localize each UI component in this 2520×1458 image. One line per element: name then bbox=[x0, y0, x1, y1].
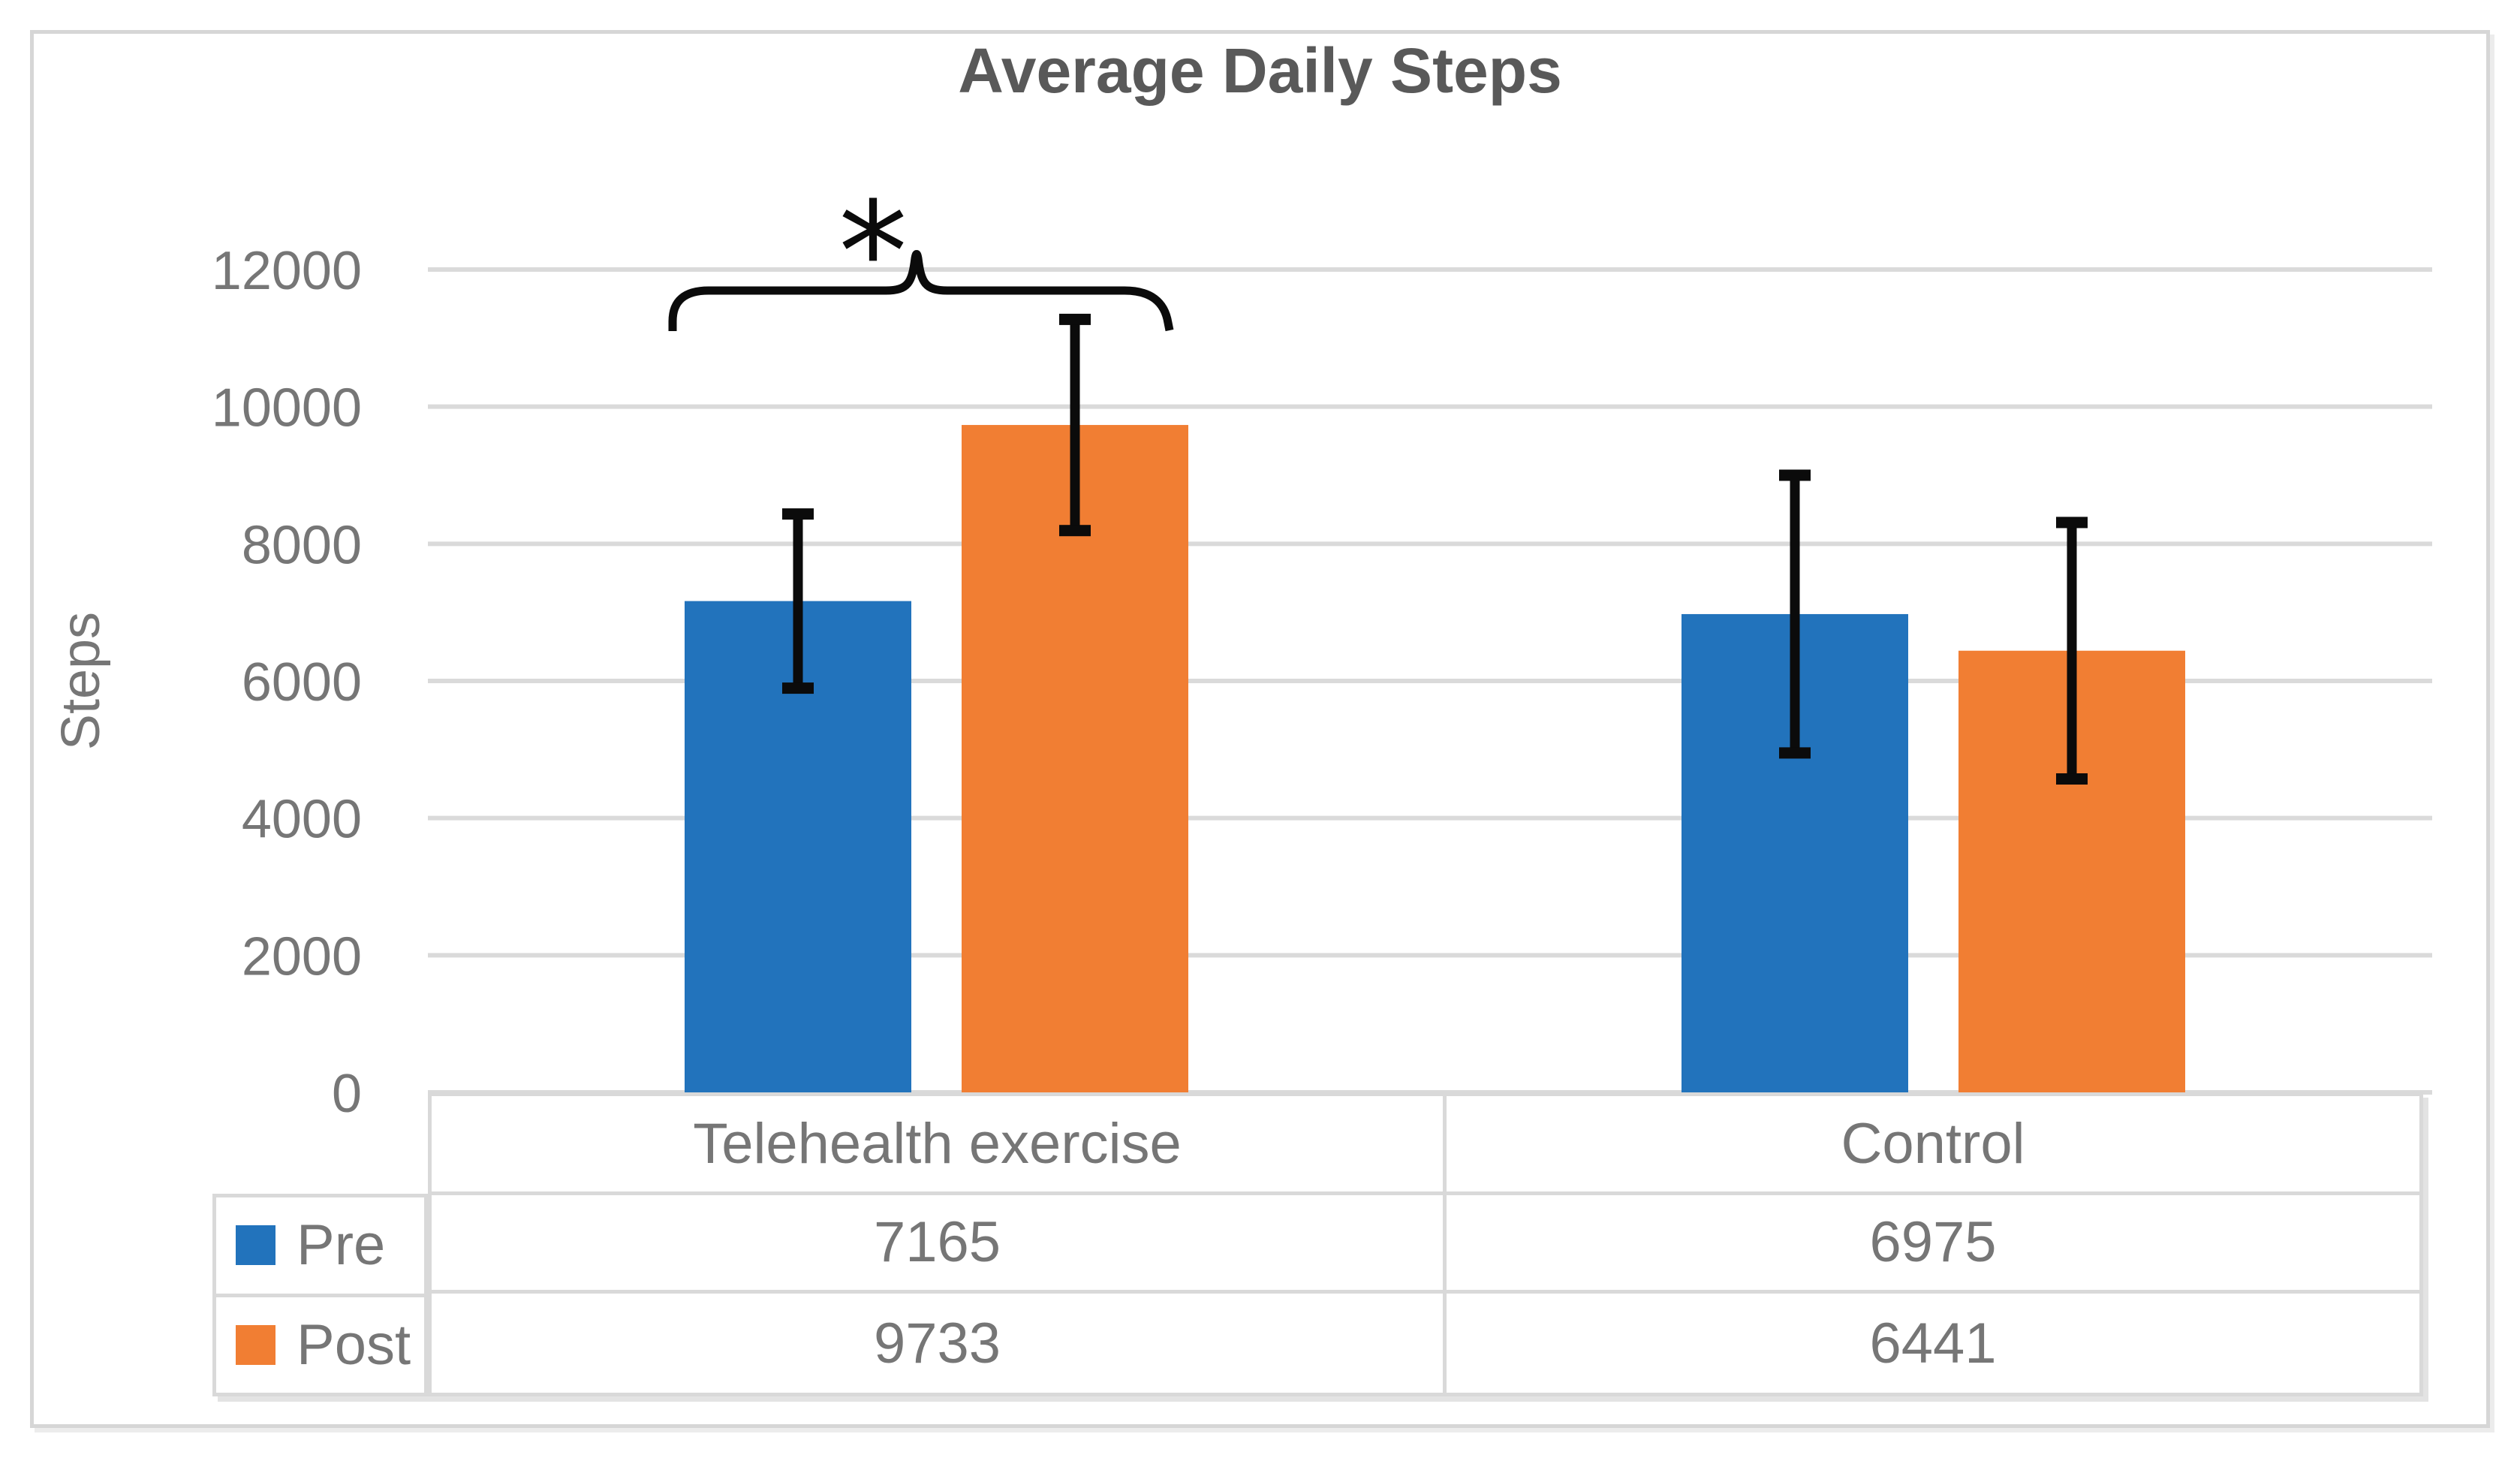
y-tick-label-10000: 10000 bbox=[212, 378, 362, 438]
table-cell-pre-control: 6975 bbox=[1447, 1194, 2419, 1294]
y-tick-label-0: 0 bbox=[332, 1064, 362, 1124]
post-series-swatch-icon bbox=[236, 1324, 275, 1365]
bars bbox=[685, 425, 2185, 1092]
table-header-telehealth: Telehealth exercise bbox=[432, 1096, 1447, 1195]
error-cap-high-pre-telehealth bbox=[782, 508, 814, 520]
legend-item-pre: Pre bbox=[216, 1197, 424, 1297]
error-cap-low-pre-control bbox=[1779, 747, 1811, 759]
error-cap-high-post-telehealth bbox=[1059, 313, 1091, 325]
legend-label-post: Post bbox=[297, 1312, 411, 1377]
chart-title: Average Daily Steps bbox=[958, 35, 1562, 106]
y-tick-label-8000: 8000 bbox=[242, 515, 362, 575]
error-cap-low-pre-telehealth bbox=[782, 682, 814, 694]
significance-asterisk: * bbox=[838, 173, 908, 333]
bar-post-telehealth bbox=[962, 425, 1188, 1092]
table-cell-pre-telehealth: 7165 bbox=[432, 1194, 1447, 1294]
y-tick-label-2000: 2000 bbox=[242, 926, 362, 987]
table-cell-post-telehealth: 9733 bbox=[432, 1294, 1447, 1393]
figure-border bbox=[30, 30, 2490, 1428]
error-cap-low-post-telehealth bbox=[1059, 525, 1091, 537]
error-bars bbox=[782, 313, 2088, 785]
legend-item-post: Post bbox=[216, 1297, 424, 1393]
y-tick-labels: 0 2000 4000 6000 8000 10000 12000 bbox=[212, 241, 362, 1124]
y-tick-label-12000: 12000 bbox=[212, 241, 362, 301]
legend-table: Pre Post bbox=[212, 1194, 428, 1396]
error-cap-high-post-control bbox=[2056, 517, 2088, 529]
y-tick-label-6000: 6000 bbox=[242, 652, 362, 712]
significance-bracket bbox=[668, 250, 1174, 332]
table-header-control: Control bbox=[1447, 1096, 2419, 1195]
table-cell-post-control: 6441 bbox=[1447, 1294, 2419, 1393]
error-cap-high-pre-control bbox=[1779, 469, 1811, 481]
data-table: Telehealth exercise Control 7165 6975 97… bbox=[428, 1092, 2423, 1396]
error-cap-low-post-control bbox=[2056, 773, 2088, 785]
y-tick-label-4000: 4000 bbox=[242, 790, 362, 850]
pre-series-swatch-icon bbox=[236, 1225, 275, 1266]
legend-label-pre: Pre bbox=[297, 1213, 386, 1278]
